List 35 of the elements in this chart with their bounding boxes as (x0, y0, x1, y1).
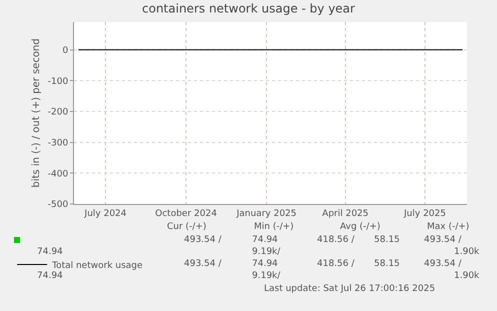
chart-title: containers network usage - by year (142, 1, 356, 16)
text: 74.94 (252, 235, 278, 245)
text: 58.15 (374, 235, 400, 245)
text: 9.19k/ (252, 271, 282, 281)
text: 493.54 / (424, 235, 462, 245)
text: 493.54 / (184, 259, 222, 269)
x-tick-label: July 2024 (84, 208, 127, 219)
text: Max (-/+) (427, 222, 470, 232)
text: 58.15 (374, 259, 400, 269)
y-tick-label: -300 (48, 138, 68, 148)
y-tick-label: -100 (48, 76, 68, 87)
x-tick-label: April 2025 (322, 208, 369, 219)
y-axis-title: bits in (-) / out (+) per second (30, 38, 42, 188)
text: 74.94 (37, 247, 64, 257)
y-tick-label: -400 (48, 169, 68, 180)
x-tick-label: January 2025 (236, 208, 297, 219)
text: Avg (-/+) (340, 222, 380, 232)
text: 9.19k/ (252, 247, 282, 257)
y-tick-label: -500 (48, 200, 68, 210)
legend-label: Total network usage (51, 261, 144, 272)
text: 1.90k (454, 271, 480, 281)
text: 493.54 / (184, 235, 222, 245)
text: 493.54 / (424, 259, 462, 269)
y-tick-label: -200 (48, 108, 68, 118)
text: 1.90k (454, 247, 480, 257)
text: 418.56 / (317, 259, 356, 269)
text: Last update: Sat Jul 26 17:00:16 2025 (264, 284, 436, 294)
text: 74.94 (37, 271, 64, 281)
x-tick-label: October 2024 (155, 208, 218, 219)
text: 74.94 (252, 259, 278, 269)
text: Min (-/+) (254, 222, 294, 232)
text: Cur (-/+) (167, 222, 206, 232)
x-tick-label: July 2025 (403, 208, 446, 219)
y-tick-label: 0 (62, 46, 68, 56)
text: 418.56 / (317, 235, 356, 245)
